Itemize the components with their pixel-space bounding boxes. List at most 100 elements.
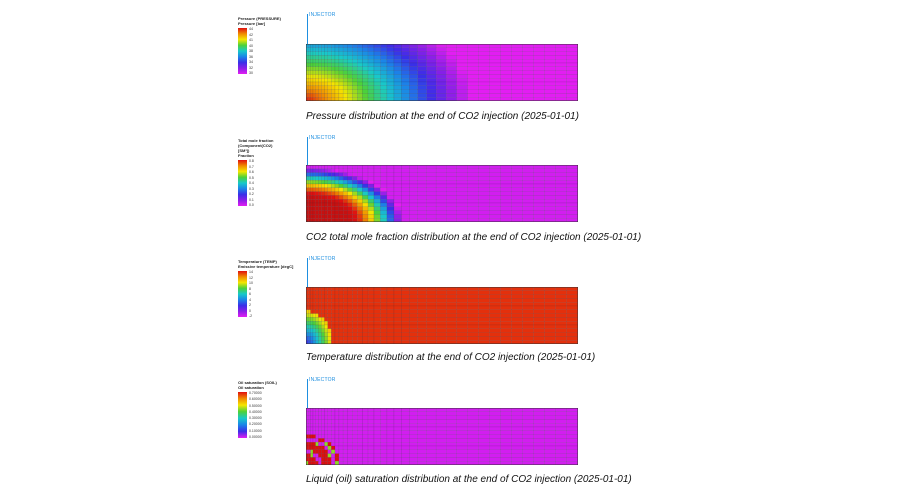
grid-cell	[426, 423, 437, 428]
grid-cell	[357, 168, 363, 173]
grid-cell	[386, 66, 395, 71]
grid-cell	[435, 434, 447, 439]
grid-cell	[393, 74, 402, 79]
grid-cell	[555, 183, 567, 188]
grid-cell	[566, 415, 578, 420]
legend-gradient-bar	[238, 392, 247, 438]
grid-cell	[338, 206, 344, 211]
grid-cell	[308, 328, 311, 333]
grid-cell	[362, 55, 369, 60]
grid-cell	[522, 97, 534, 101]
grid-cell	[321, 81, 325, 86]
grid-cell	[426, 317, 437, 322]
grid-cell	[310, 206, 314, 211]
grid-cell	[318, 168, 322, 173]
grid-cell	[489, 62, 501, 67]
injector-well-label: INJECTOR	[309, 256, 336, 262]
grid-cell	[500, 210, 512, 215]
grid-cell	[321, 191, 325, 196]
legend-tick-label: 4	[249, 297, 251, 302]
grid-cell	[417, 47, 427, 52]
grid-cell	[324, 457, 328, 462]
grid-cell	[445, 434, 457, 439]
grid-cell	[347, 165, 353, 169]
grid-cell	[310, 55, 314, 60]
grid-cell	[327, 66, 332, 71]
grid-cell	[362, 44, 369, 48]
grid-cell	[555, 309, 567, 314]
grid-cell	[334, 55, 340, 60]
grid-cell	[338, 93, 344, 98]
grid-cell	[426, 453, 437, 458]
grid-cell	[331, 70, 336, 75]
grid-cell	[533, 59, 545, 64]
grid-cell	[362, 449, 369, 454]
grid-cell	[426, 206, 437, 211]
grid-cell	[533, 434, 545, 439]
grid-cell	[393, 309, 402, 314]
grid-cell	[327, 309, 332, 314]
grid-cell	[321, 165, 325, 169]
grid-cell	[522, 340, 534, 344]
grid-cell	[347, 336, 353, 341]
grid-cell	[555, 426, 567, 431]
grid-cell	[522, 298, 534, 303]
grid-cell	[435, 176, 447, 181]
grid-cell	[489, 78, 501, 83]
grid-cell	[308, 408, 311, 412]
grid-cell	[367, 423, 375, 428]
grid-cell	[352, 168, 358, 173]
grid-cell	[334, 411, 340, 416]
grid-cell	[352, 180, 358, 185]
grid-cell	[393, 183, 402, 188]
grid-cell	[308, 47, 311, 52]
legend-gradient-bar	[238, 160, 247, 206]
grid-cell	[566, 66, 578, 71]
grid-cell	[386, 449, 395, 454]
grid-cell	[393, 66, 402, 71]
grid-cell	[417, 461, 427, 465]
grid-cell	[409, 324, 418, 329]
grid-cell	[312, 434, 316, 439]
grid-cell	[393, 457, 402, 462]
grid-cell	[544, 81, 556, 86]
grid-cell	[308, 317, 311, 322]
grid-cell	[308, 218, 311, 222]
grid-cell	[445, 66, 457, 71]
grid-cell	[338, 438, 344, 443]
grid-cell	[409, 336, 418, 341]
grid-cell	[500, 449, 512, 454]
grid-cell	[327, 74, 332, 79]
grid-cell	[347, 317, 353, 322]
grid-cell	[533, 202, 545, 207]
grid-cell	[367, 302, 375, 307]
grid-cell	[312, 415, 316, 420]
grid-cell	[338, 287, 344, 291]
grid-cell	[342, 97, 348, 101]
grid-cell	[426, 449, 437, 454]
grid-cell	[435, 290, 447, 295]
grid-cell	[393, 210, 402, 215]
grid-cell	[347, 44, 353, 48]
grid-cell	[467, 59, 479, 64]
grid-cell	[417, 62, 427, 67]
grid-cell	[310, 44, 314, 48]
grid-cell	[380, 438, 388, 443]
grid-cell	[338, 461, 344, 465]
grid-cell	[500, 59, 512, 64]
grid-cell	[334, 62, 340, 67]
grid-cell	[417, 328, 427, 333]
grid-cell	[489, 328, 501, 333]
grid-cell	[367, 313, 375, 318]
grid-cell	[409, 62, 418, 67]
grid-cell	[312, 309, 316, 314]
grid-cell	[342, 93, 348, 98]
grid-cell	[312, 74, 316, 79]
grid-cell	[409, 66, 418, 71]
grid-cell	[342, 298, 348, 303]
grid-cell	[327, 317, 332, 322]
grid-cell	[347, 78, 353, 83]
grid-cell	[511, 457, 523, 462]
grid-cell	[409, 195, 418, 200]
legend-colorbar: 0.70000 0.60000 0.50000 0.40000 0.30000 0.200…	[238, 391, 300, 439]
